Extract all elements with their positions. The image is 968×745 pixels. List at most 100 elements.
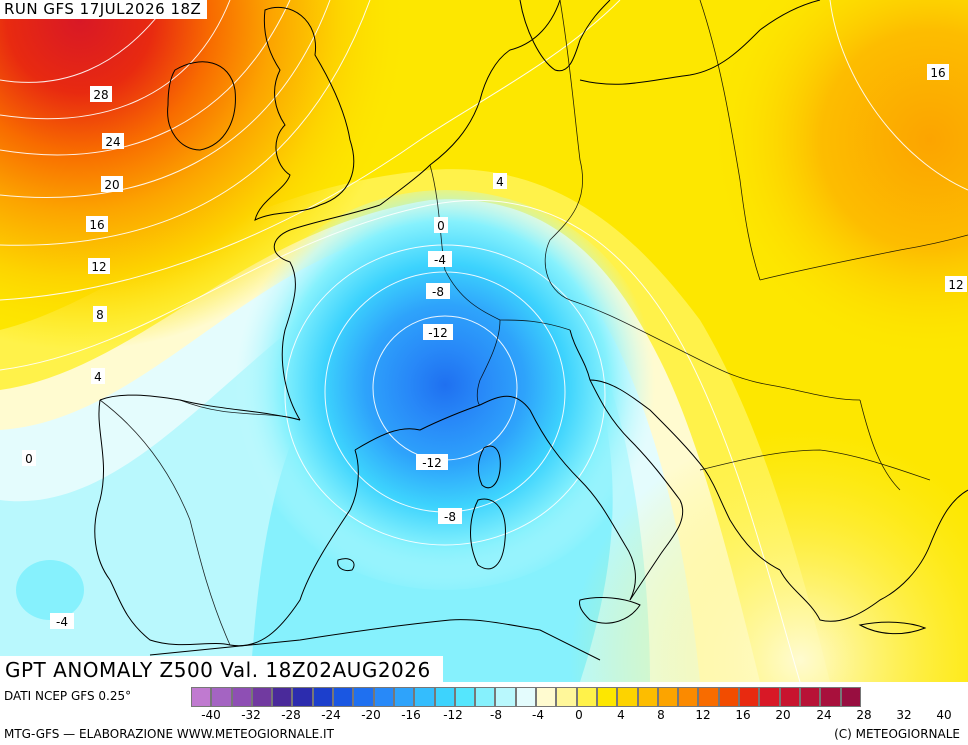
svg-text:24: 24 [105, 135, 120, 149]
legend-tick-label: 24 [816, 708, 832, 722]
legend-swatch [454, 687, 476, 707]
legend-swatch [596, 687, 618, 707]
legend-tick-label: -24 [321, 708, 341, 722]
svg-text:16: 16 [89, 218, 104, 232]
map-label: 4 [91, 368, 105, 384]
legend-swatch [556, 687, 577, 707]
legend-swatch [312, 687, 334, 707]
legend-tick-label: 8 [657, 708, 665, 722]
svg-text:12: 12 [948, 278, 963, 292]
svg-text:-8: -8 [432, 285, 444, 299]
legend-swatch [414, 687, 435, 707]
map-label: 16 [86, 216, 108, 232]
legend-swatch [495, 687, 516, 707]
map-label: 12 [88, 258, 110, 274]
legend-swatch [718, 687, 740, 707]
map-label: 12 [945, 276, 967, 292]
legend-swatch [820, 687, 841, 707]
map-label: -12 [416, 454, 448, 470]
map-label: 8 [93, 306, 107, 322]
credit-left: MTG-GFS — ELABORAZIONE WWW.METEOGIORNALE… [4, 727, 334, 741]
map-label: 0 [434, 217, 448, 233]
legend-tick-label: -16 [401, 708, 421, 722]
svg-text:0: 0 [437, 219, 445, 233]
legend-swatch [678, 687, 699, 707]
svg-text:8: 8 [96, 308, 104, 322]
field-cyan-blob [16, 560, 84, 620]
legend-tick-label: -12 [443, 708, 463, 722]
legend-tick-label: 16 [735, 708, 751, 722]
legend-swatch [698, 687, 719, 707]
map-label: 28 [90, 86, 112, 102]
legend-swatch [657, 687, 679, 707]
svg-text:-12: -12 [422, 456, 442, 470]
legend-swatch [272, 687, 293, 707]
legend-tick-label: 12 [695, 708, 711, 722]
map-label: -4 [428, 251, 452, 267]
anomaly-map: 28 24 20 16 12 8 4 0 4 0 -4 -8 -12 -12 -… [0, 0, 968, 682]
map-label: 20 [101, 176, 123, 192]
legend-swatch [251, 687, 273, 707]
legend-tick-label: -4 [532, 708, 544, 722]
legend-swatch [211, 687, 232, 707]
legend-tick-label: -28 [281, 708, 301, 722]
legend-tick-label: -8 [490, 708, 502, 722]
field-southeast [560, 430, 968, 682]
svg-text:28: 28 [93, 88, 108, 102]
data-source-label: DATI NCEP GFS 0.25° [4, 689, 132, 703]
legend-swatch [617, 687, 638, 707]
legend-swatch [739, 687, 760, 707]
svg-text:20: 20 [104, 178, 119, 192]
legend-swatch [637, 687, 658, 707]
legend-tick-label: -40 [201, 708, 221, 722]
legend-tick-label: 0 [575, 708, 583, 722]
svg-text:-8: -8 [444, 510, 456, 524]
legend-swatch [373, 687, 394, 707]
legend-swatch [353, 687, 374, 707]
map-label: 4 [493, 173, 507, 189]
map-label: -4 [50, 613, 74, 629]
isolines [0, 0, 968, 682]
borders [99, 0, 968, 646]
legend-tick-label: -20 [361, 708, 381, 722]
svg-text:0: 0 [25, 452, 33, 466]
map-label: -12 [423, 324, 453, 340]
legend-swatch [576, 687, 597, 707]
legend-tick-labels: -40 -32 -28 -24 -20 -16 -12 -8 -4 0 4 8 12 16 20 24 28 32… [191, 708, 968, 724]
svg-text:-4: -4 [434, 253, 446, 267]
legend-swatch [779, 687, 800, 707]
legend-tick-label: 4 [617, 708, 625, 722]
legend-swatch [393, 687, 415, 707]
coastlines [94, 0, 968, 661]
svg-text:12: 12 [91, 260, 106, 274]
legend-swatch [475, 687, 496, 707]
svg-text:4: 4 [496, 175, 504, 189]
legend-tick-label: 20 [775, 708, 791, 722]
footer: DATI NCEP GFS 0.25° -40 -32 -28 -24 -20 -16 -1… [0, 684, 968, 745]
legend-swatch [434, 687, 455, 707]
legend-tick-label: 32 [896, 708, 912, 722]
svg-text:-4: -4 [56, 615, 68, 629]
legend-tick-label: 40 [936, 708, 952, 722]
svg-text:-12: -12 [428, 326, 448, 340]
credit-right: (C) METEOGIORNALE [834, 727, 960, 741]
high-anomaly-east [650, 0, 968, 380]
legend-swatch [759, 687, 780, 707]
color-legend [191, 687, 861, 707]
run-label: RUN GFS 17JUL2026 18Z [0, 0, 208, 19]
legend-swatch [333, 687, 354, 707]
legend-swatch [840, 687, 861, 707]
legend-swatch [191, 687, 212, 707]
legend-tick-label: 28 [856, 708, 872, 722]
svg-text:4: 4 [94, 370, 102, 384]
legend-tick-label: -32 [241, 708, 261, 722]
legend-swatch [515, 687, 537, 707]
map-title: GPT ANOMALY Z500 Val. 18Z02AUG2026 [0, 656, 443, 684]
legend-swatch [799, 687, 821, 707]
legend-swatch [536, 687, 557, 707]
legend-swatch [231, 687, 252, 707]
legend-swatch [292, 687, 313, 707]
map-label: 24 [102, 133, 124, 149]
map-label: -8 [438, 508, 462, 524]
map-label: 0 [22, 450, 36, 466]
